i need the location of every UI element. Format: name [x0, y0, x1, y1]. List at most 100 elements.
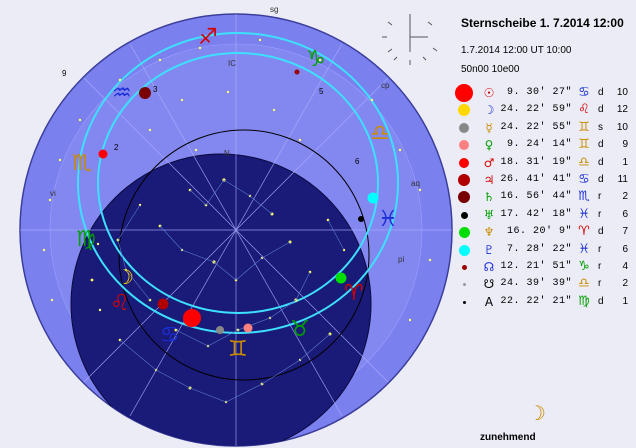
planet-markers: ☽: [98, 69, 379, 334]
zodiac-cancer-icon: ♋: [160, 323, 180, 348]
sun-dot-icon: [455, 84, 473, 102]
zodiac-taurus-icon: ♉: [290, 317, 310, 342]
ephemeris-row-venus: ♀ 9. 24' 14" ♊ d 9: [452, 137, 634, 155]
ephemeris-position: 18. 31' 19": [500, 157, 572, 168]
motion-direction: d: [598, 226, 604, 237]
zodiac-gemini-icon: ♊: [228, 337, 248, 362]
zodiac-virgo-icon: ♍: [76, 227, 96, 252]
ephemeris-row-uranus: ♅ 17. 42' 18" ♓ r 6: [452, 207, 634, 225]
ephemeris-position: 12. 21' 51": [500, 261, 572, 272]
house-number: 2: [622, 278, 628, 289]
house-number: 2: [622, 191, 628, 202]
house-code: pi: [398, 255, 404, 264]
house-number: 7: [622, 226, 628, 237]
house-label: 2: [114, 143, 119, 152]
moon-marker: ☽: [116, 265, 134, 289]
motion-direction: d: [598, 87, 604, 98]
zodiac-leo-icon: ♌: [110, 291, 130, 316]
house-number: 10: [616, 87, 628, 98]
zodiac-sign-icon: ♓: [578, 207, 590, 222]
zodiac-aries-icon: ♈: [344, 281, 364, 306]
motion-direction: r: [598, 278, 602, 289]
house-label: 5: [319, 87, 324, 96]
zodiac-libra-icon: ♎: [370, 121, 390, 146]
uranus-symbol-icon: ♅: [483, 208, 495, 222]
ephemeris-row-node: ☊ 12. 21' 51" ♑ r 4: [452, 259, 634, 277]
saturn-marker: [139, 87, 151, 99]
neptune-dot-icon: [458, 226, 470, 238]
zodiac-sign-icon: ♎: [578, 276, 590, 291]
house-number: 6: [622, 244, 628, 255]
sun-marker: [183, 309, 201, 327]
motion-direction: r: [598, 191, 602, 202]
moon-dot-icon: [458, 104, 470, 116]
ephemeris-row-pluto: ♇ 7. 28' 22" ♓ r 6: [452, 242, 634, 260]
ephemeris-row-moon: ☽ 24. 22' 59" ♌ d 12: [452, 102, 634, 120]
zodiac-sign-icon: ♊: [578, 120, 590, 135]
ephemeris-position: 24. 22' 55": [500, 122, 572, 133]
house-code: vi: [50, 189, 56, 198]
motion-direction: r: [598, 261, 602, 272]
venus-symbol-icon: ♀: [484, 138, 494, 152]
ascendant-dot-icon: [462, 300, 466, 304]
motion-direction: r: [598, 244, 602, 255]
venus-dot-icon: [459, 140, 469, 150]
ephemeris-row-mars: ♂ 18. 31' 19" ♎ d 1: [452, 155, 634, 173]
ephemeris-position: 26. 41' 41": [500, 174, 572, 185]
reference-circle: [118, 129, 370, 381]
zodiac-sign-icon: ♋: [578, 172, 590, 187]
house-number: 1: [622, 157, 628, 168]
mars-symbol-icon: ♂: [483, 156, 495, 170]
sun-symbol-icon: ☉: [483, 86, 495, 100]
moon-phase-label: zunehmend: [480, 432, 536, 443]
ephemeris-row-saturn: ♄ 16. 56' 44" ♏ r 2: [452, 189, 634, 207]
zodiac-sign-icon: ♏: [578, 189, 590, 204]
house-number: 4: [622, 261, 628, 272]
moon-phase-icon: ☽: [528, 401, 546, 425]
jupiter-dot-icon: [458, 174, 470, 186]
jupiter-marker: [157, 298, 169, 310]
uranus-marker: [358, 216, 364, 222]
ephemeris-position: 16. 20' 9": [506, 226, 572, 237]
house-number: 11: [617, 174, 628, 185]
node-symbol-icon: ☊: [483, 260, 495, 274]
zodiac-sign-icon: ♑: [578, 259, 590, 274]
motion-direction: s: [598, 122, 603, 133]
ephemeris-row-neptune: ♆ 16. 20' 9" ♈ d 7: [452, 224, 634, 242]
ephemeris-position: 24. 22' 59": [500, 104, 572, 115]
ephemeris-row-mercury: ☿ 24. 22' 55" ♊ s 10: [452, 120, 634, 138]
jupiter-symbol-icon: ♃: [483, 173, 495, 187]
house-number: 1: [622, 296, 628, 307]
house-code-labels: sg cp aq pi vi IC N: [50, 5, 420, 264]
ephemeris-row-lilith: ☋ 24. 39' 39" ♎ r 2: [452, 276, 634, 294]
node-dot-icon: [461, 264, 467, 270]
pluto-symbol-icon: ♇: [483, 243, 495, 257]
ephemeris-position: 17. 42' 18": [500, 209, 572, 220]
ecliptic-ring-inner: [97, 52, 379, 314]
zodiac-sign-icon: ♌: [578, 102, 590, 117]
node-marker: [294, 69, 300, 75]
mercury-marker: [216, 326, 224, 334]
neptune-symbol-icon: ♆: [483, 225, 495, 239]
lilith-dot-icon: [462, 282, 466, 286]
zodiac-sign-icon: ♈: [578, 224, 590, 239]
ephemeris-position: 7. 28' 22": [506, 244, 572, 255]
motion-direction: d: [598, 139, 604, 150]
venus-marker: [243, 323, 253, 333]
location-line: 50n00 10e00: [461, 64, 520, 75]
zodiac-pisces-icon: ♓: [378, 207, 398, 232]
ecliptic-ring-outer: [77, 32, 399, 334]
horizon-disk: [70, 153, 372, 446]
house-number: 10: [616, 122, 628, 133]
ephemeris-position: 22. 22' 21": [500, 296, 572, 307]
zodiac-capricorn-icon: ♑: [306, 47, 326, 72]
zodiac-sign-icon: ♍: [578, 294, 590, 309]
ephemeris-row-sun: ☉ 9. 30' 27" ♋ d 10: [452, 84, 634, 103]
motion-direction: r: [598, 209, 602, 220]
ephemeris-position: 24. 39' 39": [500, 278, 572, 289]
house-code: sg: [270, 5, 278, 14]
zodiac-sign-icon: ♊: [578, 137, 590, 152]
house-number-labels: 2 3 5 6 9: [62, 69, 360, 166]
uranus-dot-icon: [460, 211, 468, 219]
